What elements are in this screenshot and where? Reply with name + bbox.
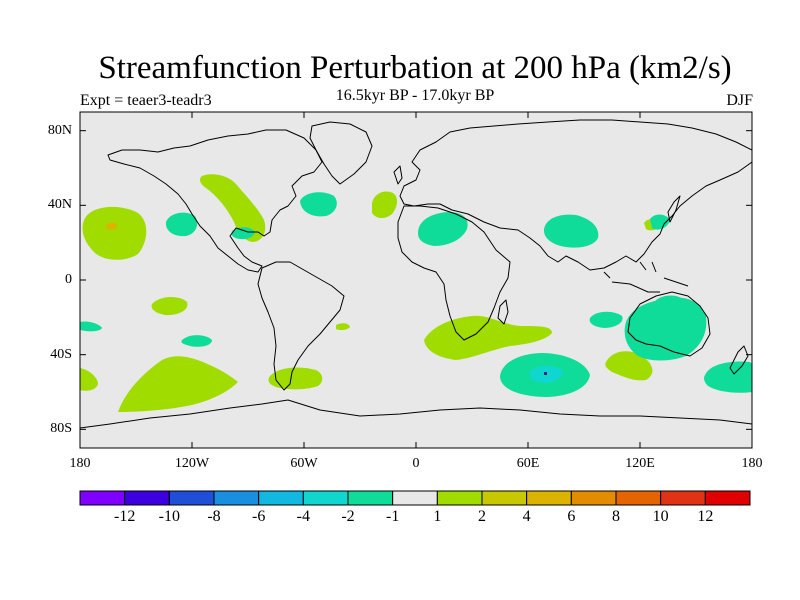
colorbar-swatch-6 [347, 490, 394, 506]
colorbar [79, 490, 751, 506]
plot-title: Streamfunction Perturbation at 200 hPa (… [98, 50, 732, 86]
colorbar-label: 2 [478, 508, 486, 525]
contour-region-small-low-2 [655, 295, 684, 309]
colorbar-label: 1 [433, 508, 442, 525]
colorbar-swatch-14 [704, 490, 751, 506]
lon-tick-label: 180 [69, 456, 91, 471]
contour-region-small-low-1 [181, 335, 212, 347]
contour-region-southern-ocean-high [605, 351, 653, 381]
colorbar-swatch-12 [615, 490, 662, 506]
colorbar-swatch-1 [124, 490, 170, 506]
colorbar-label: -10 [158, 508, 180, 525]
contour-region-gulf-low [231, 227, 255, 240]
colorbar-swatch-4 [258, 490, 304, 506]
colorbar-label: 12 [697, 508, 714, 525]
lon-tick-label: 120W [174, 456, 210, 471]
colorbar-label: -8 [207, 508, 221, 525]
colorbar-label: 4 [522, 508, 531, 525]
lon-tick-label: 0 [412, 456, 420, 471]
experiment-label: Expt = teaer3-teadr3 [80, 92, 212, 109]
contour-region-west-atlantic-low [300, 192, 337, 217]
contour-region-north-pacific-high [82, 206, 147, 260]
lon-tick-label: 60W [290, 456, 318, 471]
colorbar-swatch-11 [570, 490, 617, 506]
coastline-uk [393, 165, 403, 185]
lon-tick-label: 120E [625, 456, 655, 471]
contour-region-east-asia-low [650, 214, 670, 230]
contour-region-tasman-low [704, 361, 752, 393]
contour-region-south-asia-low [543, 214, 599, 248]
contour-region-indian-ocean-low [589, 311, 623, 328]
colorbar-label: 8 [612, 508, 620, 525]
contour-region-east-pacific-patch [80, 368, 98, 391]
lat-tick-label: 40N [47, 197, 72, 213]
coastline-greenland [309, 121, 373, 185]
contour-region-south-indian-low-peak [544, 372, 547, 375]
contour-region-south-atlantic-high [424, 315, 552, 360]
contour-region-small-high-1 [151, 296, 188, 316]
coastline-africa [397, 205, 511, 341]
colorbar-swatch-9 [481, 490, 528, 506]
colorbar-swatch-7 [392, 490, 438, 506]
season-label: DJF [726, 92, 753, 109]
contour-region-south-pacific-high [118, 356, 238, 412]
colorbar-swatch-2 [168, 490, 215, 506]
colorbar-label: 6 [567, 508, 576, 525]
coastlines [80, 119, 752, 429]
colorbar-label: -1 [385, 508, 400, 525]
contour-region-north-africa-low [418, 212, 468, 246]
contour-region-east-atlantic-high [372, 191, 398, 219]
axis-ticks [79, 112, 753, 448]
lat-tick-label: 80N [47, 122, 72, 138]
contour-region-tropical-pacific-low [80, 321, 102, 332]
lat-tick-label: 40S [50, 346, 72, 362]
lon-tick-label: 180 [741, 456, 763, 471]
lon-tick-label: 60E [516, 456, 540, 471]
coastline-north-america [107, 129, 323, 273]
contour-region-north-america-ridge [199, 174, 266, 242]
contour-region-australia-low [624, 297, 707, 361]
contour-field [80, 174, 752, 412]
colorbar-swatch-5 [302, 490, 349, 506]
coastline-south-america [257, 261, 345, 391]
colorbar-label: -2 [341, 508, 355, 525]
coastline-antarctica [80, 399, 752, 429]
colorbar-label: -12 [113, 508, 136, 525]
colorbar-swatch-10 [526, 490, 572, 506]
colorbar-label: 10 [652, 508, 669, 525]
contour-region-subtropical-pacific-low [165, 212, 198, 237]
colorbar-swatch-3 [213, 490, 260, 506]
contour-region-small-high-2 [336, 323, 350, 331]
colorbar-swatch-0 [79, 490, 126, 506]
contour-region-south-america-high [268, 367, 323, 390]
contour-region-north-pacific-high-core [106, 222, 117, 230]
coastline-japan [667, 195, 681, 223]
colorbar-label: -6 [251, 508, 266, 525]
colorbar-label: -4 [296, 508, 310, 525]
plot-subtitle: 16.5kyr BP - 17.0kyr BP [335, 87, 495, 104]
colorbar-swatch-13 [660, 490, 706, 506]
colorbar-swatch-8 [436, 490, 483, 506]
coastline-southeast-asia-islands [603, 261, 689, 293]
coastline-australia [627, 291, 711, 357]
lat-tick-label: 80S [50, 421, 72, 437]
lat-tick-label: 0 [65, 272, 72, 287]
coastline-new-zealand [729, 345, 749, 375]
coastline-madagascar [497, 299, 509, 325]
